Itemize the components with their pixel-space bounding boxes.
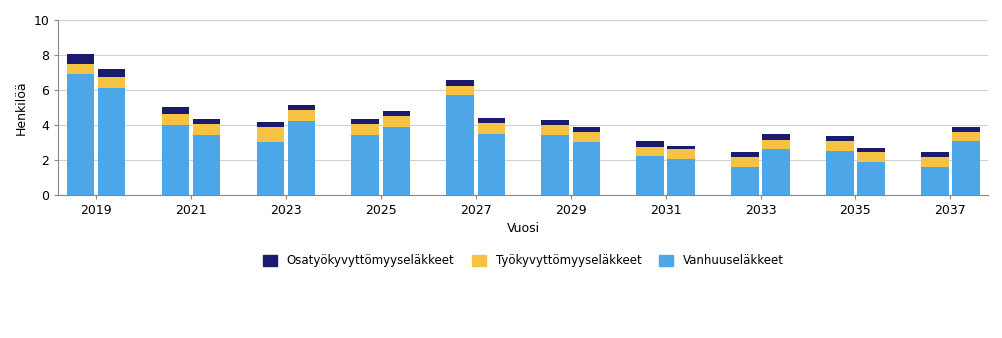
Bar (192, 124, 220, 135)
Bar (161, 114, 189, 125)
Bar (920, 152, 948, 157)
X-axis label: Vuosi: Vuosi (506, 222, 539, 235)
Bar (951, 141, 979, 195)
Bar (951, 132, 979, 141)
Bar (192, 119, 220, 124)
Bar (383, 116, 410, 127)
Bar (572, 127, 599, 132)
Bar (857, 148, 884, 152)
Bar (730, 152, 758, 157)
Bar (446, 95, 474, 195)
Bar (351, 124, 379, 135)
Bar (446, 86, 474, 95)
Bar (67, 74, 94, 195)
Bar (541, 120, 568, 125)
Bar (635, 147, 663, 156)
Bar (383, 111, 410, 116)
Bar (161, 125, 189, 195)
Bar (477, 123, 505, 134)
Bar (730, 167, 758, 195)
Bar (351, 119, 379, 124)
Bar (826, 151, 853, 195)
Bar (288, 121, 315, 195)
Bar (477, 118, 505, 123)
Bar (446, 80, 474, 86)
Bar (635, 141, 663, 147)
Bar (666, 149, 694, 159)
Bar (572, 142, 599, 195)
Bar (257, 122, 284, 127)
Bar (730, 157, 758, 167)
Bar (541, 125, 568, 135)
Bar (762, 135, 790, 140)
Bar (826, 141, 853, 151)
Bar (920, 157, 948, 167)
Bar (635, 156, 663, 195)
Bar (951, 127, 979, 132)
Bar (666, 159, 694, 195)
Bar (857, 152, 884, 162)
Bar (161, 107, 189, 114)
Bar (351, 135, 379, 195)
Bar (762, 149, 790, 195)
Bar (477, 134, 505, 195)
Bar (288, 110, 315, 121)
Bar (257, 142, 284, 195)
Bar (67, 64, 94, 74)
Bar (572, 132, 599, 142)
Bar (857, 162, 884, 195)
Y-axis label: Henkilöä: Henkilöä (15, 80, 28, 135)
Bar (762, 140, 790, 149)
Bar (383, 127, 410, 195)
Bar (257, 127, 284, 142)
Bar (826, 136, 853, 141)
Legend: Osatyökyvyttömyyseläkkeet, Työkyvyttömyyseläkkeet, Vanhuuseläkkeet: Osatyökyvyttömyyseläkkeet, Työkyvyttömyy… (258, 249, 788, 272)
Bar (288, 105, 315, 110)
Bar (98, 77, 125, 88)
Bar (67, 54, 94, 64)
Bar (98, 69, 125, 77)
Bar (98, 88, 125, 195)
Bar (541, 135, 568, 195)
Bar (920, 167, 948, 195)
Bar (192, 135, 220, 195)
Bar (666, 146, 694, 149)
